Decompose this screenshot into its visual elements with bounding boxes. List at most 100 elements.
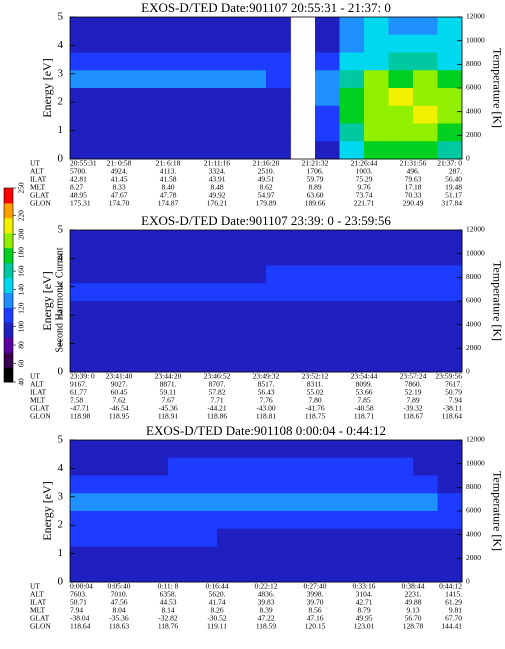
heatmap-cell: [168, 230, 193, 249]
heatmap-cell: [168, 564, 193, 583]
ephemeris-cell: 42.81: [70, 175, 87, 184]
heatmap-cell: [192, 52, 218, 71]
heatmap-cell: [266, 141, 291, 160]
heatmap-cell: [364, 283, 389, 302]
heatmap-cell: [364, 34, 389, 53]
heatmap-cell: [143, 318, 169, 337]
ephemeris-cell: 0:33:16: [353, 582, 376, 591]
heatmap-cell: [119, 475, 144, 494]
heatmap-cell: [266, 564, 291, 583]
heatmap-cell: [192, 141, 218, 160]
heatmap-cell: [241, 88, 267, 107]
ephemeris-cell: 23:52:12: [302, 372, 329, 381]
heatmap-cell: [217, 318, 242, 337]
ephemeris-cell: 0:44:12: [439, 582, 462, 591]
ephemeris-cell: 8871.: [160, 380, 177, 389]
ephemeris-cell: 57.82: [209, 388, 226, 397]
y-tick-label: 2: [58, 309, 64, 321]
ephemeris-cell: 47.16: [307, 614, 324, 623]
heatmap-cell: [192, 440, 218, 459]
y2-tick-label: 6000: [466, 83, 481, 92]
ephemeris-cell: 8.27: [70, 183, 83, 192]
ephemeris-cell: 0:11: 8: [158, 582, 179, 591]
heatmap-cell: [217, 123, 242, 142]
y-tick-label: 2: [58, 519, 64, 531]
heatmap-cell: [266, 52, 291, 71]
ephemeris-cell: 7.71: [210, 396, 223, 405]
heatmap-cell: [290, 564, 316, 583]
ephemeris-cell: 56.70: [405, 614, 422, 623]
ephemeris-row-label: ALT: [30, 590, 44, 599]
ephemeris-cell: 7.62: [112, 396, 125, 405]
y2-axis-label: Temperature [K]: [490, 48, 504, 128]
ephemeris-cell: 23:59:56: [435, 372, 462, 381]
heatmap-cell: [168, 546, 193, 565]
heatmap-cell: [119, 88, 144, 107]
ephemeris-cell: 59.11: [160, 388, 177, 397]
heatmap-cell: [241, 283, 267, 302]
ephemeris-cell: 49.51: [258, 175, 275, 184]
ephemeris-cell: 120.15: [305, 622, 326, 631]
heatmap-cell: [315, 354, 340, 373]
heatmap-cell: [364, 440, 389, 459]
heatmap-cell: [143, 457, 169, 476]
heatmap-cell: [437, 336, 463, 355]
y2-tick-label: 4000: [466, 529, 481, 538]
y-tick-label: 1: [58, 337, 64, 349]
heatmap-cell: [388, 283, 414, 302]
heatmap-cell: [339, 230, 365, 249]
heatmap-cell: [217, 457, 242, 476]
ephemeris-cell: 174.70: [109, 199, 130, 208]
colorbar-swatch: [4, 292, 13, 308]
colorbar-tick-label: 140: [17, 284, 26, 296]
heatmap-cell: [94, 440, 120, 459]
heatmap-cell: [119, 265, 144, 284]
heatmap-cell: [192, 301, 218, 320]
ephemeris-cell: 189.66: [305, 199, 326, 208]
y2-tick-label: 0: [466, 577, 470, 586]
heatmap-cell: [315, 17, 340, 36]
y2-tick-label: 8000: [466, 59, 481, 68]
ephemeris-cell: 41.45: [111, 175, 128, 184]
heatmap-cell: [339, 88, 365, 107]
heatmap-cell: [241, 34, 267, 53]
heatmap-cell: [437, 230, 463, 249]
heatmap-cell: [315, 301, 340, 320]
heatmap-cell: [217, 301, 242, 320]
ephemeris-cell: 49.88: [405, 598, 422, 607]
heatmap-cell: [119, 17, 144, 36]
ephemeris-cell: 56.40: [445, 175, 462, 184]
y2-tick-label: 0: [466, 367, 470, 376]
heatmap-cell: [217, 141, 242, 160]
ephemeris-cell: 118.64: [442, 412, 463, 421]
heatmap-cell: [315, 511, 340, 530]
ephemeris-cell: 47.67: [111, 191, 128, 200]
ephemeris-cell: 118.64: [70, 622, 91, 631]
heatmap-cell: [192, 105, 218, 124]
y2-tick-label: 4000: [466, 319, 481, 328]
heatmap-cell: [388, 528, 414, 547]
heatmap-cell: [119, 354, 144, 373]
heatmap-cell: [437, 265, 463, 284]
y-tick-label: 2: [58, 96, 64, 108]
ephemeris-row-label: MLT: [30, 606, 46, 615]
ephemeris-cell: 287.: [449, 167, 462, 176]
heatmap-cell: [217, 564, 242, 583]
heatmap-cell: [168, 457, 193, 476]
heatmap-cell: [339, 70, 365, 89]
ephemeris-cell: 7010.: [111, 590, 128, 599]
ephemeris-cell: 21:16:20: [253, 159, 280, 168]
ephemeris-cell: -44.21: [207, 404, 227, 413]
ephemeris-cell: 8.40: [161, 183, 174, 192]
heatmap-cell: [413, 247, 438, 266]
heatmap-cell: [168, 247, 193, 266]
heatmap-cell: [364, 17, 389, 36]
panel-title: EXOS-D/TED Date:901107 23:39: 0 - 23:59:…: [141, 213, 391, 228]
heatmap-cell: [143, 528, 169, 547]
heatmap-cell: [437, 564, 463, 583]
heatmap-cell: [290, 301, 316, 320]
y-tick-label: 4: [58, 39, 64, 51]
heatmap-cell: [168, 70, 193, 89]
heatmap-cell: [290, 440, 316, 459]
